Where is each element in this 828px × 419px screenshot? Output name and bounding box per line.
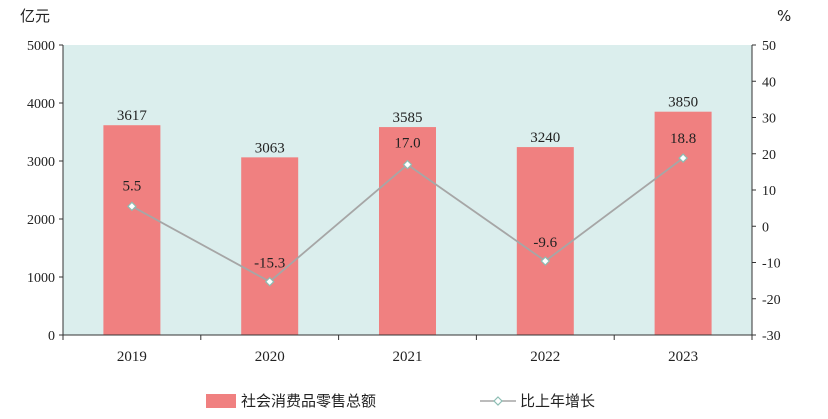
line-value-label: -15.3 [254, 256, 285, 272]
y-right-tick-label: -20 [762, 293, 781, 308]
y-left-tick-label: 4000 [27, 97, 55, 112]
bar-value-label: 3240 [530, 130, 560, 146]
legend-line-marker [493, 396, 503, 406]
legend: 社会消费品零售总额 比上年增长 [206, 392, 595, 410]
bar [654, 111, 712, 335]
y-left-tick-label: 5000 [27, 39, 55, 54]
y-left-tick-label: 2000 [27, 213, 55, 228]
bar [379, 127, 436, 335]
line-point [127, 201, 137, 212]
x-tick-label: 2023 [668, 349, 698, 365]
line-layer: 5.5 -15.3 17.0 -9.6 18.8 [123, 131, 696, 287]
bar [103, 125, 161, 336]
x-tick-label: 2019 [117, 349, 147, 365]
line-point [540, 256, 551, 266]
y-left-tick-label: 3000 [27, 155, 55, 170]
y-right-unit: % [777, 7, 791, 25]
y-left-tick-label: 0 [48, 329, 55, 344]
x-tick-label: 2022 [530, 349, 560, 365]
line-point [264, 276, 275, 287]
y-left-tick-label: 1000 [27, 271, 55, 286]
bar-value-label: 3063 [255, 140, 285, 156]
line-value-label: 18.8 [670, 131, 696, 147]
legend-line-label: 比上年增长 [520, 392, 595, 410]
y-right-tick-label: -30 [762, 329, 781, 344]
legend-bar-swatch [206, 394, 236, 408]
bar-value-label: 3617 [117, 108, 148, 124]
line-value-label: 5.5 [123, 178, 142, 194]
bar-value-label: 3850 [668, 95, 698, 111]
y-right-tick-label: 30 [762, 112, 776, 127]
y-left-unit: 亿元 [20, 7, 50, 25]
line-value-label: -9.6 [533, 235, 557, 251]
x-tick-label: 2020 [255, 349, 285, 365]
line-point [402, 159, 413, 170]
y-right-tick-label: -10 [762, 257, 781, 272]
line-value-label: 17.0 [394, 136, 420, 152]
y-right-tick-label: 10 [762, 184, 776, 199]
y-right-tick-label: 50 [762, 39, 776, 54]
y-right-tick-label: 20 [762, 148, 776, 163]
y-right-tick-label: 40 [762, 75, 776, 90]
bar [241, 157, 299, 335]
y-right-tick-label: 0 [762, 220, 769, 235]
bar [516, 147, 574, 335]
line-point [678, 153, 688, 163]
legend-bar-label: 社会消费品零售总额 [241, 392, 376, 410]
x-tick-label: 2021 [393, 349, 423, 365]
bar-value-label: 3585 [393, 110, 423, 126]
axes-layer: 0 1000 2000 3000 4000 5000 -30 -20 -10 0 10 20 30 40 5… [27, 39, 781, 365]
